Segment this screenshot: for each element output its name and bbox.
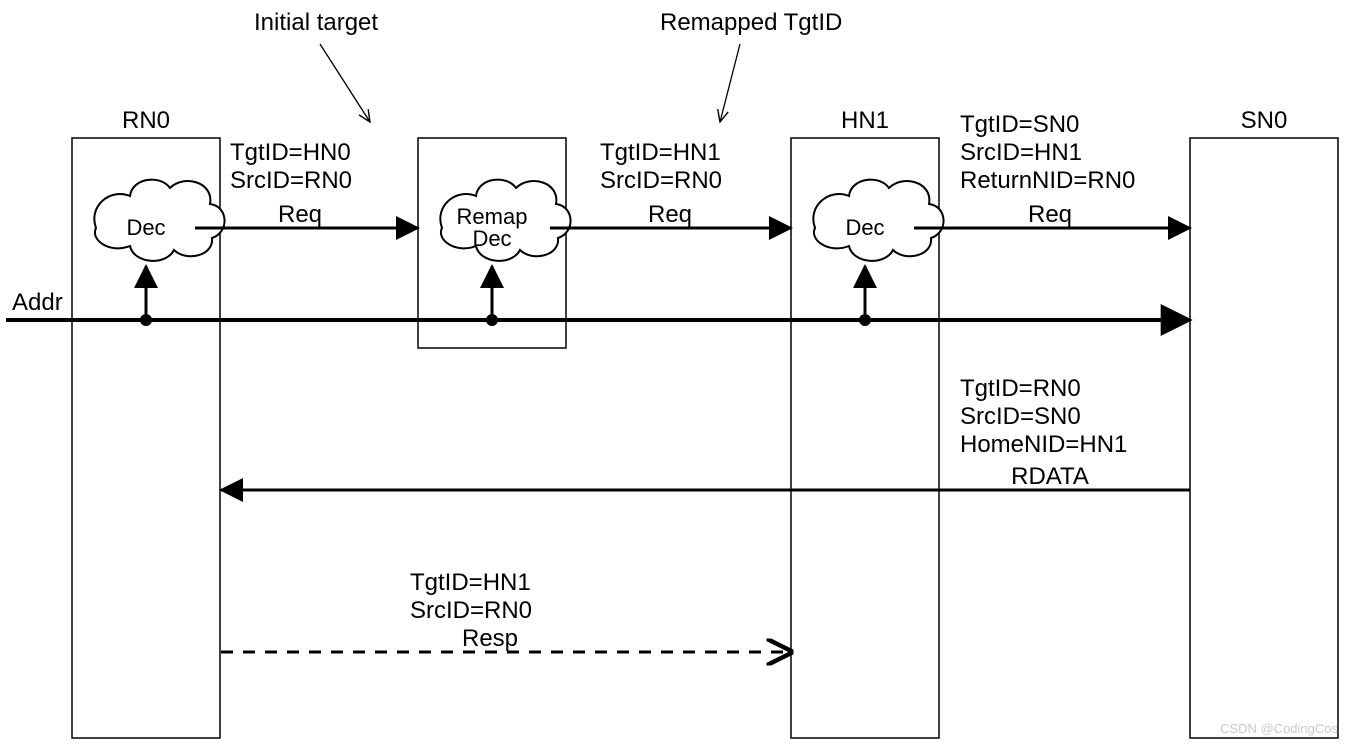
addr-tap (140, 314, 152, 326)
ids-req3-line2: ReturnNID=RN0 (960, 167, 1135, 194)
box-sn0 (1190, 138, 1338, 738)
title-hn1: HN1 (841, 107, 889, 134)
svg-text:Dec: Dec (472, 226, 511, 251)
title-rn0: RN0 (122, 107, 170, 134)
ids-rdata-line2: HomeNID=HN1 (960, 431, 1127, 458)
svg-text:Dec: Dec (126, 215, 165, 240)
svg-text:Dec: Dec (845, 215, 884, 240)
ids-rdata-line0: TgtID=RN0 (960, 375, 1081, 402)
addr-tap (486, 314, 498, 326)
ids-req1-line0: TgtID=HN0 (230, 139, 351, 166)
ids-req3-line1: SrcID=HN1 (960, 139, 1082, 166)
req3-label: Req (1028, 201, 1072, 228)
ids-req3-line0: TgtID=SN0 (960, 111, 1079, 138)
ids-req1-line1: SrcID=RN0 (230, 167, 352, 194)
ids-resp-line0: TgtID=HN1 (410, 569, 531, 596)
rdata-label: RDATA (1011, 463, 1089, 490)
ids-req2-line1: SrcID=RN0 (600, 167, 722, 194)
diagram-canvas: RN0HN1SN0DecRemapDecDecAddrInitial targe… (0, 0, 1348, 744)
annot-initial-target: Initial target (254, 9, 378, 36)
req1-label: Req (278, 201, 322, 228)
title-sn0: SN0 (1241, 107, 1288, 134)
ids-req2-line0: TgtID=HN1 (600, 139, 721, 166)
ids-rdata-line1: SrcID=SN0 (960, 403, 1081, 430)
ids-resp-line1: SrcID=RN0 (410, 597, 532, 624)
addr-tap (859, 314, 871, 326)
resp-label: Resp (462, 625, 518, 652)
req2-label: Req (648, 201, 692, 228)
addr-label: Addr (12, 289, 63, 316)
annot-remapped-tgtid: Remapped TgtID (660, 9, 842, 36)
watermark: CSDN @CodingCos (1220, 721, 1338, 736)
